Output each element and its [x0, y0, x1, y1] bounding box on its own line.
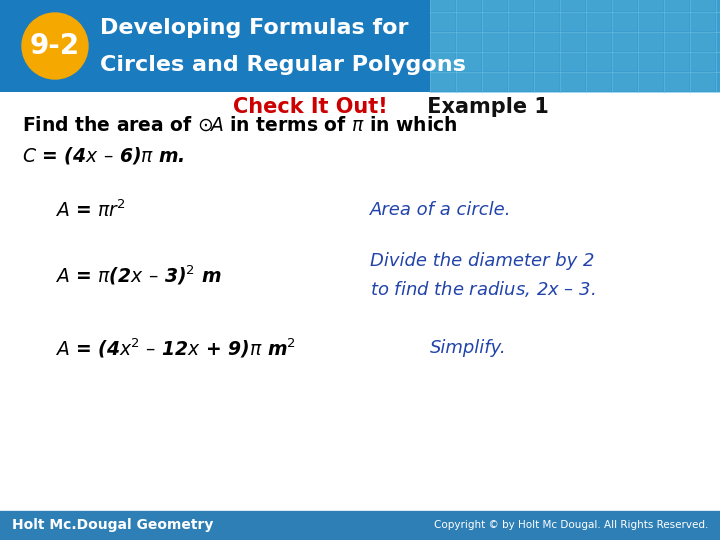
FancyBboxPatch shape	[639, 13, 663, 31]
Text: $C$ = (4$x$ – 6)$\pi$ m.: $C$ = (4$x$ – 6)$\pi$ m.	[22, 145, 185, 165]
Circle shape	[22, 13, 88, 79]
FancyBboxPatch shape	[639, 0, 663, 11]
FancyBboxPatch shape	[535, 33, 559, 51]
FancyBboxPatch shape	[639, 73, 663, 91]
FancyBboxPatch shape	[535, 0, 559, 11]
FancyBboxPatch shape	[509, 33, 533, 51]
FancyBboxPatch shape	[691, 13, 715, 31]
FancyBboxPatch shape	[613, 13, 637, 31]
FancyBboxPatch shape	[587, 73, 611, 91]
FancyBboxPatch shape	[665, 0, 689, 11]
FancyBboxPatch shape	[665, 73, 689, 91]
FancyBboxPatch shape	[431, 53, 455, 71]
FancyBboxPatch shape	[535, 13, 559, 31]
FancyBboxPatch shape	[561, 53, 585, 71]
FancyBboxPatch shape	[483, 73, 507, 91]
FancyBboxPatch shape	[691, 73, 715, 91]
FancyBboxPatch shape	[613, 0, 637, 11]
FancyBboxPatch shape	[639, 53, 663, 71]
FancyBboxPatch shape	[561, 33, 585, 51]
FancyBboxPatch shape	[0, 0, 430, 92]
Text: Example 1: Example 1	[420, 97, 549, 117]
FancyBboxPatch shape	[561, 13, 585, 31]
Text: Holt Mc.Dougal Geometry: Holt Mc.Dougal Geometry	[12, 518, 213, 532]
FancyBboxPatch shape	[457, 13, 481, 31]
Text: 9-2: 9-2	[30, 32, 80, 60]
FancyBboxPatch shape	[509, 13, 533, 31]
FancyBboxPatch shape	[665, 13, 689, 31]
FancyBboxPatch shape	[457, 33, 481, 51]
FancyBboxPatch shape	[587, 13, 611, 31]
FancyBboxPatch shape	[457, 73, 481, 91]
Text: Circles and Regular Polygons: Circles and Regular Polygons	[100, 55, 466, 75]
FancyBboxPatch shape	[430, 0, 720, 92]
Text: to find the radius, 2$x$ – 3.: to find the radius, 2$x$ – 3.	[370, 279, 595, 299]
FancyBboxPatch shape	[431, 73, 455, 91]
FancyBboxPatch shape	[431, 0, 455, 11]
FancyBboxPatch shape	[457, 0, 481, 11]
FancyBboxPatch shape	[561, 73, 585, 91]
Text: Copyright © by Holt Mc Dougal. All Rights Reserved.: Copyright © by Holt Mc Dougal. All Right…	[433, 520, 708, 530]
Text: Check It Out!: Check It Out!	[233, 97, 387, 117]
FancyBboxPatch shape	[665, 33, 689, 51]
FancyBboxPatch shape	[665, 53, 689, 71]
FancyBboxPatch shape	[483, 53, 507, 71]
Text: $A$ = $\pi$$r$$^{2}$: $A$ = $\pi$$r$$^{2}$	[55, 199, 126, 221]
FancyBboxPatch shape	[509, 53, 533, 71]
Text: Simplify.: Simplify.	[430, 339, 507, 357]
FancyBboxPatch shape	[587, 33, 611, 51]
FancyBboxPatch shape	[613, 73, 637, 91]
Text: Check It Out! Example 1: Check It Out! Example 1	[218, 97, 502, 117]
FancyBboxPatch shape	[613, 53, 637, 71]
FancyBboxPatch shape	[535, 73, 559, 91]
FancyBboxPatch shape	[483, 0, 507, 11]
FancyBboxPatch shape	[691, 53, 715, 71]
FancyBboxPatch shape	[691, 33, 715, 51]
FancyBboxPatch shape	[613, 33, 637, 51]
FancyBboxPatch shape	[587, 0, 611, 11]
Text: Divide the diameter by 2: Divide the diameter by 2	[370, 252, 595, 270]
FancyBboxPatch shape	[587, 53, 611, 71]
FancyBboxPatch shape	[561, 0, 585, 11]
FancyBboxPatch shape	[431, 13, 455, 31]
FancyBboxPatch shape	[535, 53, 559, 71]
Text: Developing Formulas for: Developing Formulas for	[100, 18, 408, 38]
FancyBboxPatch shape	[483, 33, 507, 51]
FancyBboxPatch shape	[639, 33, 663, 51]
Text: Area of a circle.: Area of a circle.	[370, 201, 511, 219]
Text: $A$ = $\pi$(2$x$ – 3)$^2$ m: $A$ = $\pi$(2$x$ – 3)$^2$ m	[55, 263, 222, 287]
FancyBboxPatch shape	[691, 0, 715, 11]
FancyBboxPatch shape	[457, 53, 481, 71]
Text: Find the area of $\odot$$\!A$ in terms of $\pi$ in which: Find the area of $\odot$$\!A$ in terms o…	[22, 116, 458, 134]
FancyBboxPatch shape	[509, 73, 533, 91]
Text: $A$ = (4$x$$^2$ – 12$x$ + 9)$\pi$ m$^2$: $A$ = (4$x$$^2$ – 12$x$ + 9)$\pi$ m$^2$	[55, 336, 296, 360]
FancyBboxPatch shape	[483, 13, 507, 31]
FancyBboxPatch shape	[0, 510, 720, 540]
FancyBboxPatch shape	[509, 0, 533, 11]
FancyBboxPatch shape	[431, 33, 455, 51]
